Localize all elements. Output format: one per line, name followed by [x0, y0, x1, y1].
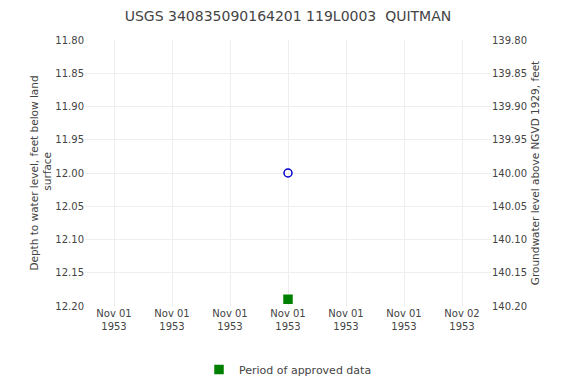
- svg-text:140.10: 140.10: [492, 234, 527, 245]
- svg-text:Nov 011953: Nov 011953: [328, 308, 363, 332]
- svg-text:12.10: 12.10: [55, 234, 84, 245]
- svg-text:12.05: 12.05: [55, 201, 84, 212]
- svg-text:Nov 021953: Nov 021953: [444, 308, 479, 332]
- svg-text:140.15: 140.15: [492, 267, 527, 278]
- svg-text:12.15: 12.15: [55, 267, 84, 278]
- svg-text:11.95: 11.95: [55, 134, 84, 145]
- svg-text:Groundwater level above NGVD 1: Groundwater level above NGVD 1929, feet: [529, 61, 541, 285]
- svg-text:140.20: 140.20: [492, 301, 527, 312]
- svg-text:11.80: 11.80: [55, 35, 84, 46]
- svg-text:Nov 011953: Nov 011953: [386, 308, 421, 332]
- svg-text:Period of approved data: Period of approved data: [239, 364, 371, 377]
- svg-text:11.90: 11.90: [55, 101, 84, 112]
- svg-text:12.00: 12.00: [55, 168, 84, 179]
- svg-text:140.05: 140.05: [492, 201, 527, 212]
- svg-text:Nov 011953: Nov 011953: [96, 308, 131, 332]
- svg-text:139.95: 139.95: [492, 134, 527, 145]
- svg-text:Nov 011953: Nov 011953: [154, 308, 189, 332]
- svg-text:USGS 340835090164201 119L0003: USGS 340835090164201 119L0003 QUITMAN: [125, 8, 452, 24]
- svg-text:139.80: 139.80: [492, 35, 527, 46]
- svg-text:Nov 011953: Nov 011953: [270, 308, 305, 332]
- svg-text:11.85: 11.85: [55, 68, 84, 79]
- svg-text:12.20: 12.20: [55, 301, 84, 312]
- svg-text:Depth to water level, feet bel: Depth to water level, feet below land su…: [28, 75, 54, 270]
- svg-text:139.85: 139.85: [492, 68, 527, 79]
- svg-text:139.90: 139.90: [492, 101, 527, 112]
- svg-text:140.00: 140.00: [492, 168, 527, 179]
- svg-text:Nov 011953: Nov 011953: [212, 308, 247, 332]
